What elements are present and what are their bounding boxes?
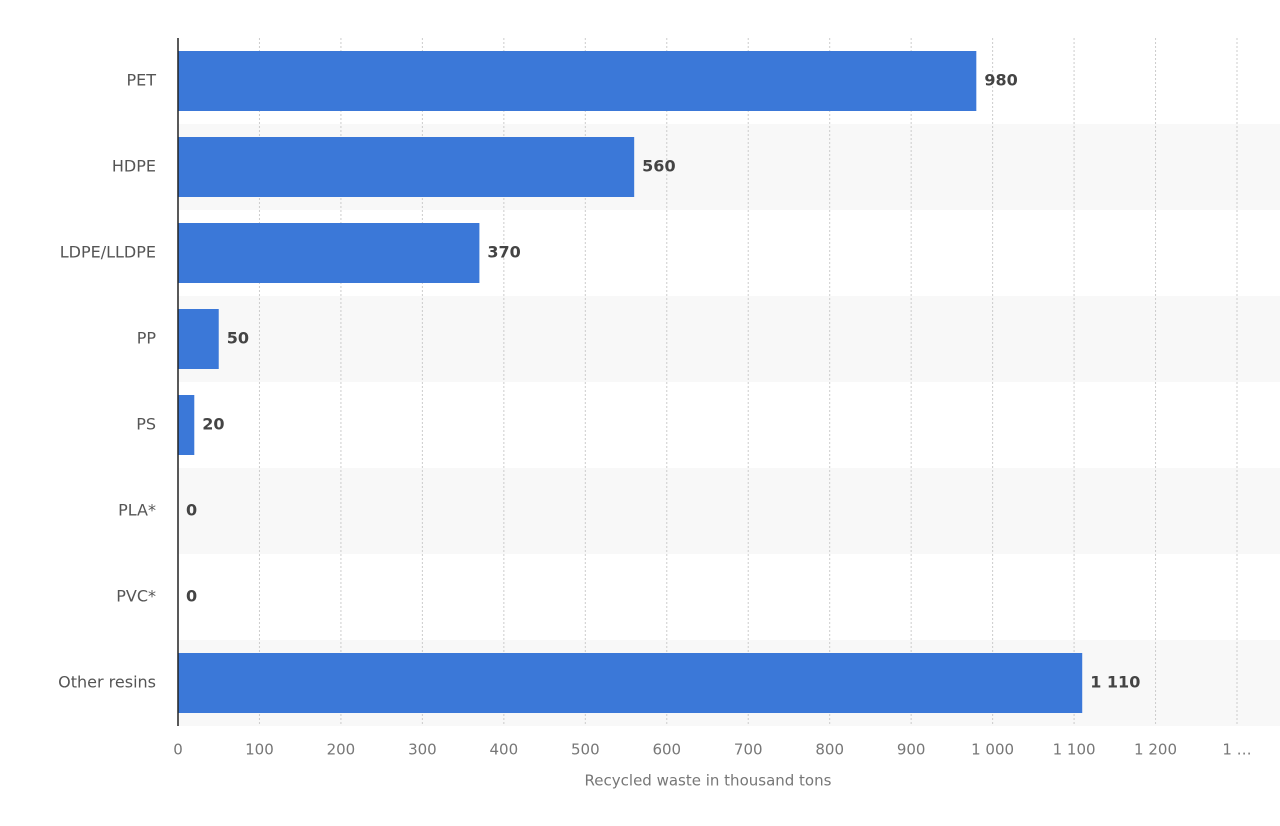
y-tick-label: LDPE/LLDPE [60, 243, 156, 262]
x-axis-label: Recycled waste in thousand tons [585, 772, 832, 790]
value-label: 20 [202, 415, 224, 434]
x-tick-label: 0 [173, 741, 183, 759]
bar [178, 395, 195, 455]
bar [178, 309, 219, 369]
y-tick-label: PP [137, 329, 157, 348]
bar [178, 223, 480, 283]
x-tick-label: 800 [815, 741, 844, 759]
x-tick-label: 300 [408, 741, 437, 759]
x-tick-label: 1 000 [971, 741, 1014, 759]
y-tick-label: PVC* [116, 587, 156, 606]
x-tick-label: 1 100 [1053, 741, 1096, 759]
x-tick-label: 600 [652, 741, 681, 759]
x-tick-label: 500 [571, 741, 600, 759]
bar [178, 51, 977, 111]
y-tick-label: Other resins [58, 673, 156, 692]
x-tick-label: 200 [327, 741, 356, 759]
x-tick-label: 1 200 [1134, 741, 1177, 759]
x-tick-label: 1 … [1222, 741, 1251, 759]
y-tick-label: PLA* [118, 501, 156, 520]
value-label: 560 [642, 157, 675, 176]
value-label: 0 [186, 587, 197, 606]
x-tick-label: 100 [245, 741, 274, 759]
x-tick-label: 700 [734, 741, 763, 759]
value-label: 980 [984, 71, 1017, 90]
x-tick-label: 900 [897, 741, 926, 759]
row-stripe [178, 468, 1280, 554]
bar [178, 653, 1083, 713]
value-label: 0 [186, 501, 197, 520]
value-label: 370 [487, 243, 520, 262]
y-tick-label: HDPE [112, 157, 156, 176]
y-tick-label: PET [126, 71, 156, 90]
x-tick-label: 400 [490, 741, 519, 759]
row-stripe [178, 296, 1280, 382]
bar [178, 137, 635, 197]
value-label: 1 110 [1090, 673, 1140, 692]
value-label: 50 [227, 329, 249, 348]
y-tick-label: PS [136, 415, 156, 434]
